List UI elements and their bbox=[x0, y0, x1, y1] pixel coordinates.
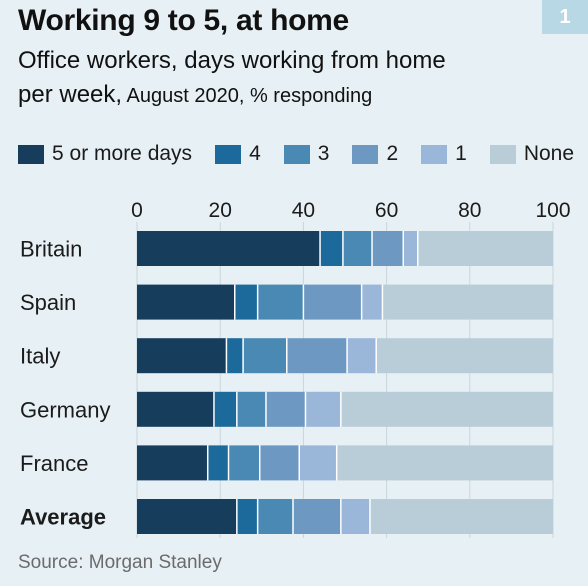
bar-segment bbox=[417, 231, 553, 266]
legend-label: 2 bbox=[386, 142, 399, 165]
bar-segment bbox=[361, 284, 383, 320]
bar-segment bbox=[340, 391, 553, 427]
bar-segment bbox=[376, 338, 553, 374]
legend-swatch bbox=[215, 144, 242, 164]
x-tick-label: 20 bbox=[209, 199, 232, 222]
legend-label: 5 or more days bbox=[52, 142, 193, 165]
bar-segment bbox=[369, 499, 553, 534]
subtitle-line-2: per week, August 2020, % responding bbox=[18, 78, 558, 113]
category-label: Spain bbox=[20, 290, 76, 315]
bar-segment bbox=[403, 231, 418, 266]
x-tick-label: 60 bbox=[375, 199, 398, 222]
bar-segment bbox=[342, 231, 373, 266]
bar-segment bbox=[257, 284, 304, 320]
bar-segment bbox=[382, 284, 553, 320]
chart-title: Working 9 to 5, at home bbox=[18, 4, 349, 37]
bar-segment bbox=[286, 338, 348, 374]
legend-label: 1 bbox=[455, 142, 467, 165]
bar-segment bbox=[236, 499, 258, 534]
legend-label: None bbox=[523, 142, 575, 165]
bar-segment bbox=[299, 445, 337, 481]
category-label: Britain bbox=[20, 237, 82, 262]
bar-segment bbox=[234, 284, 258, 320]
bar-segment bbox=[137, 499, 237, 534]
bar-segment bbox=[207, 445, 229, 481]
bar-segment bbox=[137, 338, 227, 374]
legend-swatch bbox=[421, 144, 448, 164]
x-tick-label: 100 bbox=[535, 199, 570, 222]
bar-segment bbox=[137, 284, 235, 320]
x-tick-label: 40 bbox=[292, 199, 315, 222]
legend-label: 4 bbox=[249, 142, 261, 165]
legend-swatch bbox=[352, 144, 379, 164]
legend-item: 4 bbox=[215, 142, 261, 166]
legend-item: 3 bbox=[283, 142, 330, 166]
bar-segment bbox=[257, 499, 293, 534]
bar-segment bbox=[213, 391, 237, 427]
legend-swatch bbox=[489, 144, 516, 164]
source-note: Source: Morgan Stanley bbox=[18, 552, 222, 573]
bar-segment bbox=[236, 391, 266, 427]
legend-item: 1 bbox=[421, 142, 467, 166]
legend-item: 5 or more days bbox=[18, 142, 192, 166]
bar-segment bbox=[137, 231, 321, 266]
bar-segment bbox=[226, 338, 244, 374]
legend-item: None bbox=[489, 142, 575, 166]
legend-swatch bbox=[18, 144, 44, 164]
bar-segment bbox=[265, 391, 306, 427]
legend-item: 2 bbox=[352, 142, 398, 166]
bar-segment bbox=[320, 231, 343, 266]
chart-number-badge: 1 bbox=[542, 0, 588, 34]
bar-segment bbox=[336, 445, 553, 481]
bar-segment bbox=[137, 445, 208, 481]
category-label: France bbox=[20, 451, 88, 476]
bar-segment bbox=[347, 338, 377, 374]
legend-label: 3 bbox=[317, 142, 330, 165]
legend: 5 or more days 4 3 2 1 None bbox=[18, 142, 574, 166]
bar-segment bbox=[305, 391, 341, 427]
x-tick-label: 0 bbox=[131, 199, 143, 222]
bar-segment bbox=[228, 445, 260, 481]
bar-segment bbox=[293, 499, 341, 534]
bar-segment bbox=[243, 338, 287, 374]
bar-segment bbox=[340, 499, 370, 534]
category-label: Germany bbox=[20, 397, 110, 422]
legend-swatch bbox=[283, 144, 310, 164]
category-label: Average bbox=[20, 505, 106, 530]
chart-subtitle: Office workers, days working from home p… bbox=[18, 44, 558, 113]
bar-segment bbox=[137, 391, 214, 427]
bar-segment bbox=[259, 445, 300, 481]
bar-segment bbox=[372, 231, 404, 266]
bar-segment bbox=[303, 284, 362, 320]
subtitle-line-1: Office workers, days working from home bbox=[18, 47, 446, 74]
x-tick-label: 80 bbox=[458, 199, 481, 222]
subtitle-small-text: August 2020, % responding bbox=[122, 85, 373, 107]
category-label: Italy bbox=[20, 344, 60, 369]
subtitle-main-text: per week, bbox=[18, 81, 123, 108]
